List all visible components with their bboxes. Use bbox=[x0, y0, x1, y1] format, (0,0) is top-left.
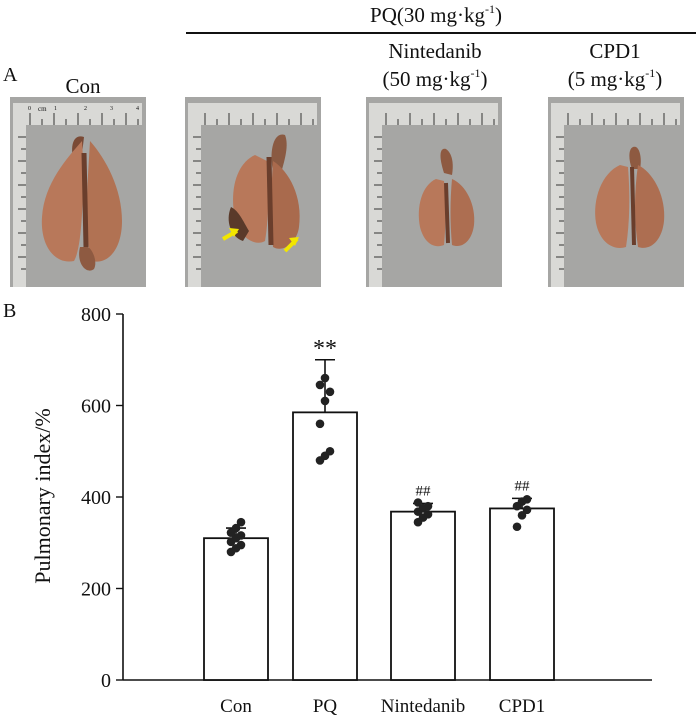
x-tick-label-nintedanib: Nintedanib bbox=[381, 696, 465, 717]
data-point bbox=[320, 396, 330, 406]
x-tick-label-pq: PQ bbox=[313, 696, 338, 717]
group-label-nintedanib: Nintedanib bbox=[388, 39, 482, 63]
data-point bbox=[423, 510, 433, 519]
lung-specimen bbox=[595, 146, 665, 248]
significance-label: ** bbox=[313, 336, 337, 362]
data-point bbox=[315, 380, 325, 390]
y-tick-label: 800 bbox=[81, 304, 111, 326]
lung-specimen bbox=[228, 134, 300, 249]
y-axis-label: Pulmonary index/% bbox=[30, 408, 55, 583]
data-point bbox=[231, 523, 241, 533]
group-dose-nintedanib: (50 mg·kg-1) bbox=[382, 66, 488, 91]
y-tick-label: 0 bbox=[101, 670, 111, 692]
lung-photo-con: cm 0 1 2 3 4 bbox=[10, 97, 146, 287]
lung-photo-nintedanib bbox=[366, 97, 502, 287]
ruler-tick-3: 3 bbox=[110, 106, 113, 112]
data-point bbox=[315, 419, 325, 429]
ruler bbox=[369, 103, 498, 287]
ruler-tick-0: 0 bbox=[28, 106, 31, 112]
data-point bbox=[522, 494, 532, 504]
panel-a-label: A bbox=[3, 64, 18, 86]
data-point bbox=[522, 505, 532, 515]
data-point bbox=[517, 511, 527, 520]
bar-nintedanib bbox=[390, 510, 456, 681]
data-point bbox=[236, 540, 246, 550]
ruler bbox=[551, 103, 680, 287]
data-point bbox=[423, 501, 433, 511]
lung-photo-pq bbox=[185, 97, 321, 287]
yellow-arrow-icon bbox=[222, 228, 239, 241]
data-point bbox=[512, 522, 522, 532]
data-point bbox=[325, 446, 335, 456]
ruler-tick-1: 1 bbox=[54, 106, 57, 112]
x-tick-label-con: Con bbox=[220, 696, 252, 717]
bar-chart: Pulmonary index/% 0 200 400 600 800 Con ** PQ ##… bbox=[30, 304, 652, 717]
significance-label: ## bbox=[515, 478, 531, 494]
panel-b-label: B bbox=[3, 300, 17, 322]
x-tick-label-cpd1: CPD1 bbox=[499, 696, 545, 717]
data-point bbox=[236, 517, 246, 527]
ruler-tick-4: 4 bbox=[136, 106, 139, 112]
pq-header-rule bbox=[186, 32, 696, 34]
bar-cpd1 bbox=[489, 507, 555, 681]
ruler-unit: cm bbox=[38, 105, 47, 113]
lung-specimen bbox=[41, 136, 122, 271]
ruler-tick-2: 2 bbox=[84, 106, 87, 112]
lung-specimen bbox=[418, 148, 475, 247]
data-point bbox=[236, 531, 246, 540]
data-point bbox=[325, 387, 335, 397]
group-label-cpd1: CPD1 bbox=[589, 39, 641, 63]
yellow-arrow-icon bbox=[283, 237, 299, 253]
bar-con bbox=[203, 537, 269, 681]
ruler: cm 0 1 2 3 4 bbox=[13, 103, 142, 287]
data-point bbox=[320, 373, 330, 383]
data-point bbox=[413, 498, 423, 507]
y-tick-label: 400 bbox=[81, 487, 111, 509]
lung-photo-cpd1 bbox=[548, 97, 684, 287]
y-tick-label: 600 bbox=[81, 396, 111, 418]
pq-dose-header: PQ(30 mg·kg-1) bbox=[370, 2, 502, 27]
y-tick-label: 200 bbox=[81, 579, 111, 601]
significance-label: ## bbox=[416, 483, 432, 499]
group-dose-cpd1: (5 mg·kg-1) bbox=[567, 66, 663, 91]
group-label-con: Con bbox=[65, 74, 101, 98]
ruler bbox=[188, 103, 317, 287]
